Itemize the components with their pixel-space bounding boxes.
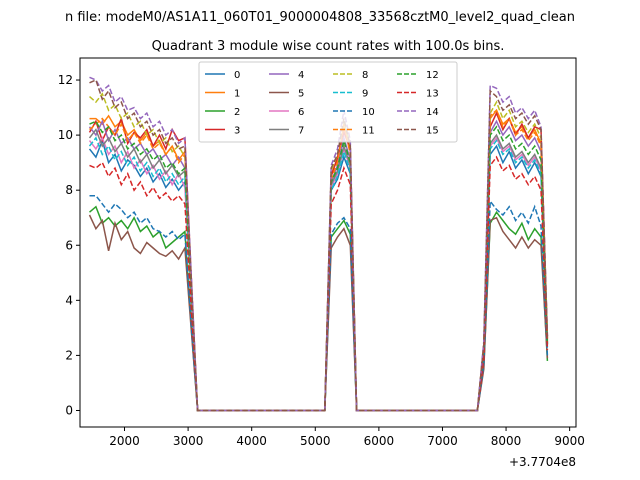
y-tick-label: 10 <box>58 128 73 142</box>
y-tick-label: 0 <box>65 403 73 417</box>
series-line-4 <box>88 119 549 412</box>
legend-label-11: 11 <box>362 126 375 137</box>
legend-label-13: 13 <box>426 89 439 100</box>
legend-box <box>198 61 458 143</box>
axes-frame <box>79 57 577 428</box>
series-line-13 <box>89 155 549 412</box>
y-tick-label: 8 <box>65 183 73 197</box>
legend-label-3: 3 <box>234 126 240 137</box>
series-line-0 <box>88 138 549 412</box>
x-tick-label: 6000 <box>364 434 395 448</box>
series-line-15 <box>89 78 549 412</box>
figure-suptitle: n file: modeM0/AS1A11_060T01_9000004808_… <box>65 10 575 25</box>
x-tick-label: 2000 <box>109 434 140 448</box>
x-tick-label: 3000 <box>173 434 204 448</box>
x-tick-label: 7000 <box>427 434 458 448</box>
series-line-9 <box>88 136 549 412</box>
x-tick-label: 9000 <box>554 434 585 448</box>
y-tick-label: 12 <box>58 73 73 87</box>
y-tick-label: 4 <box>65 293 73 307</box>
series-line-12 <box>89 120 549 412</box>
series-line-5 <box>88 214 549 412</box>
x-tick-label: 5000 <box>300 434 331 448</box>
legend-label-15: 15 <box>426 126 439 137</box>
legend-label-10: 10 <box>362 107 375 118</box>
legend-label-4: 4 <box>298 70 304 81</box>
legend-label-12: 12 <box>426 70 439 81</box>
legend-label-7: 7 <box>298 126 304 137</box>
plot-area <box>88 76 549 412</box>
x-tick-label: 8000 <box>491 434 522 448</box>
legend-label-14: 14 <box>426 107 439 118</box>
legend-label-8: 8 <box>362 70 368 81</box>
y-tick-label: 2 <box>65 348 73 362</box>
series-line-2 <box>89 205 549 412</box>
legend-label-0: 0 <box>234 70 240 81</box>
series-line-10 <box>89 194 549 412</box>
chart-title: Quadrant 3 module wise count rates with … <box>152 39 505 54</box>
legend-label-1: 1 <box>234 89 240 100</box>
series-line-6 <box>88 136 549 412</box>
y-tick-label: 6 <box>65 238 73 252</box>
legend-label-2: 2 <box>234 107 240 118</box>
legend-label-5: 5 <box>298 89 304 100</box>
x-tick-label: 4000 <box>236 434 267 448</box>
legend-label-6: 6 <box>298 107 304 118</box>
legend-label-9: 9 <box>362 89 368 100</box>
series-line-7 <box>88 128 549 412</box>
x-offset-label: +3.7704e8 <box>509 455 576 469</box>
